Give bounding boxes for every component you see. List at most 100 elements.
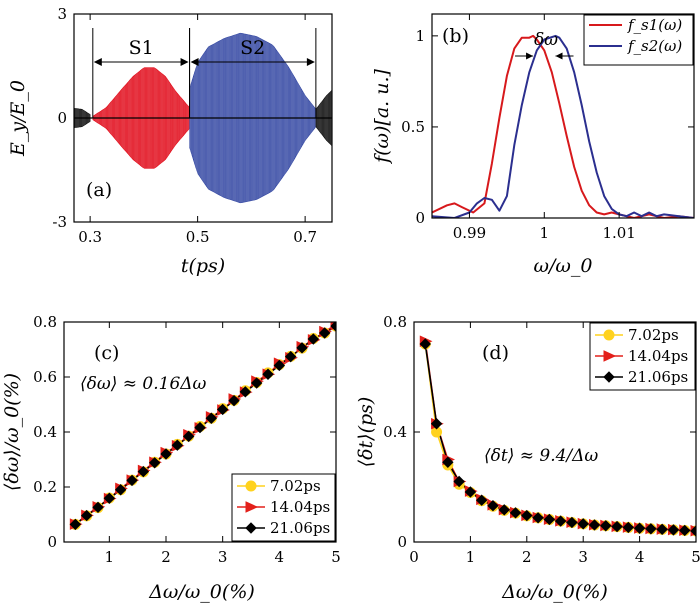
panel-c-data-point xyxy=(148,457,161,469)
panel-d-data-point xyxy=(588,519,601,531)
panel-d-data-point xyxy=(532,512,544,524)
panel-b-ytick-label: 1 xyxy=(415,27,425,45)
panel-b-legend-label: f_s2(ω) xyxy=(627,37,682,55)
panel-d-legend-label: 21.06ps xyxy=(628,368,688,386)
panel-d-data-point xyxy=(611,520,623,533)
panel-c-data-point xyxy=(216,403,229,416)
panel-c-data-point xyxy=(205,412,218,424)
panel-c-mean-frequency-shift: 1 2 3 4 5 0 0.2 0.4 0.6 0.8 (c) ⟨δω⟩ ≈ 0.16Δω 7.0… xyxy=(1,313,341,603)
panel-d-data-point xyxy=(419,338,431,350)
panel-a-plot-area xyxy=(74,32,332,204)
panel-d-data-point xyxy=(656,523,668,536)
panel-b-xtick-label: 1.01 xyxy=(602,224,635,242)
panel-c-legend: 7.02ps 14.04ps 21.06ps xyxy=(231,473,336,542)
panel-c-data-point xyxy=(228,394,240,407)
panel-a-arrowhead xyxy=(180,58,189,66)
panel-c-data-point xyxy=(160,448,172,460)
panel-b-arrowhead xyxy=(555,52,563,60)
panel-b-ytick-label: 0 xyxy=(415,209,425,227)
panel-d-data-point xyxy=(667,524,680,536)
panel-c-data-point xyxy=(182,430,195,443)
panel-c-data-point xyxy=(194,421,206,434)
panel-d-legend: 7.02ps 14.04ps 21.06ps xyxy=(589,322,696,391)
panel-d-xtick-label: 3 xyxy=(578,548,588,566)
panel-d-data-point xyxy=(521,509,533,522)
panel-a-xtick-label: 0.3 xyxy=(78,228,102,246)
panel-c-ytick-label: 0 xyxy=(47,533,57,551)
panel-d-data-point xyxy=(554,515,567,527)
panel-d-xtick-label: 4 xyxy=(635,548,645,566)
panel-a-time-signal: 0.3 0.5 0.7 -3 0 3 S1 S2 (a) t(ps) E_y/E_0 xyxy=(7,5,333,277)
panel-c-ylabel: ⟨δω⟩/ω_0(%) xyxy=(1,373,23,491)
panel-c-data-point xyxy=(284,350,297,363)
panel-c-legend-marker xyxy=(245,501,259,513)
panel-a-ytick-label: 3 xyxy=(57,5,67,23)
panel-d-data-point xyxy=(645,523,657,535)
panel-d-xtick-label: 0 xyxy=(409,548,419,566)
panel-b-delta-omega-marker xyxy=(515,52,574,60)
panel-d-data-point xyxy=(475,494,488,506)
panel-a-segment-markers: S1 S2 xyxy=(92,28,317,118)
panel-c-data-point xyxy=(126,474,138,487)
panel-c-ytick-label: 0.8 xyxy=(33,313,57,331)
panel-d-data-point xyxy=(487,499,499,512)
panel-c-ytick-label: 0.2 xyxy=(33,478,57,496)
panel-c-data-point xyxy=(318,327,331,339)
panel-c-ytick-label: 0.4 xyxy=(33,423,57,441)
panel-c-legend-marker xyxy=(245,480,257,492)
panel-a-arrowhead xyxy=(306,58,315,66)
panel-c-data-point xyxy=(239,386,252,398)
panel-a-ylabel: E_y/E_0 xyxy=(7,80,29,157)
panel-c-xlabel: Δω/ω_0(%) xyxy=(148,581,255,603)
panel-d-plot-area xyxy=(419,335,696,537)
panel-c-ytick-label: 0.6 xyxy=(33,368,57,386)
panel-d-data-point xyxy=(543,513,556,526)
panel-b-xtick-label: 1 xyxy=(540,224,550,242)
panel-b-annotation: δω xyxy=(534,30,558,50)
panel-b-xtick-label: 0.99 xyxy=(453,224,486,242)
panel-a-xlabel: t(ps) xyxy=(181,255,225,277)
panel-b-label: (b) xyxy=(442,25,469,47)
panel-d-data-point xyxy=(679,524,691,537)
panel-b-ytick-label: 0.5 xyxy=(401,118,425,136)
panel-c-label: (c) xyxy=(94,342,119,364)
panel-c-data-point xyxy=(69,518,82,531)
panel-c-data-point xyxy=(137,465,150,478)
panel-d-data-point xyxy=(464,486,477,498)
panel-d-data-point xyxy=(442,456,454,468)
panel-c-xtick-label: 2 xyxy=(161,548,171,566)
panel-d-legend-label: 7.02ps xyxy=(628,326,679,344)
panel-a-arrowhead xyxy=(190,58,199,66)
panel-c-plot-area xyxy=(69,322,336,531)
panel-c-data-point xyxy=(273,359,286,372)
panel-c-data-point xyxy=(262,368,274,380)
panel-d-data-point xyxy=(577,518,589,530)
panel-a-ticks: 0.3 0.5 0.7 -3 0 3 xyxy=(52,5,332,246)
panel-d-ytick-label: 0 xyxy=(397,533,407,551)
panel-b-legend: f_s1(ω) f_s2(ω) xyxy=(583,14,694,66)
panel-c-data-point xyxy=(92,501,104,514)
panel-c-data-point xyxy=(171,439,184,451)
panel-d-xtick-label: 5 xyxy=(691,548,700,566)
panel-c-xtick-label: 5 xyxy=(331,548,341,566)
panel-c-xtick-label: 3 xyxy=(218,548,228,566)
panel-d-legend-marker xyxy=(603,371,615,383)
panel-b-plot-area xyxy=(432,34,694,218)
panel-d-ytick-label: 0.4 xyxy=(383,423,407,441)
panel-c-data-point xyxy=(296,342,308,354)
panel-c-ticks: 1 2 3 4 5 0 0.2 0.4 0.6 0.8 xyxy=(33,313,341,566)
panel-d-legend-label: 14.04ps xyxy=(628,347,688,365)
panel-d-label: (d) xyxy=(482,342,509,364)
panel-d-data-point xyxy=(633,522,646,534)
panel-c-legend-label: 7.02ps xyxy=(270,477,321,495)
panel-b-legend-box xyxy=(583,14,694,66)
panel-d-data-point xyxy=(566,516,578,529)
panel-a-ytick-label: 0 xyxy=(57,109,67,127)
panel-d-data-point xyxy=(509,507,522,519)
panel-d-legend-marker xyxy=(603,350,617,362)
panel-c-xtick-label: 4 xyxy=(275,548,285,566)
panel-d-legend-marker xyxy=(603,329,615,341)
panel-b-spectrum: 0.99 1 1.01 0 0.5 1 (b) δω f_s1(ω) f_s2(ω) ω/ω… xyxy=(371,13,695,277)
panel-a-ytick-label: -3 xyxy=(52,213,67,231)
